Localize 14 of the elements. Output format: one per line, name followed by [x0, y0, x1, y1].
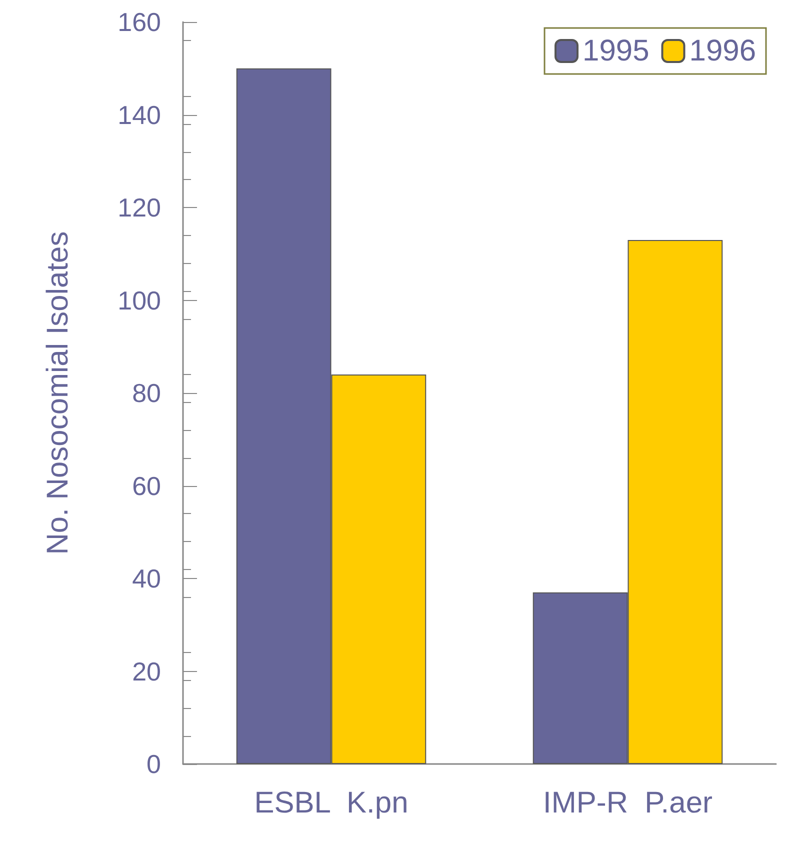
y-tick-label: 80 [132, 378, 161, 408]
y-tick-label: 120 [118, 192, 161, 222]
legend-label: 1996 [689, 34, 756, 68]
y-tick-label: 100 [118, 285, 161, 316]
x-tick-label: ESBL K.pn [254, 786, 408, 820]
y-tick-label: 60 [132, 470, 161, 501]
legend-label: 1995 [582, 34, 650, 68]
y-axis-title: No. Nosocomial Isolates [42, 231, 74, 555]
y-tick-label: 140 [118, 100, 161, 130]
y-tick-label: 0 [146, 749, 161, 779]
x-tick-label: IMP-R P.aer [543, 786, 713, 820]
y-tick-label: 160 [118, 7, 161, 37]
y-tick-label: 20 [132, 656, 161, 686]
y-tick-label: 40 [132, 564, 161, 594]
